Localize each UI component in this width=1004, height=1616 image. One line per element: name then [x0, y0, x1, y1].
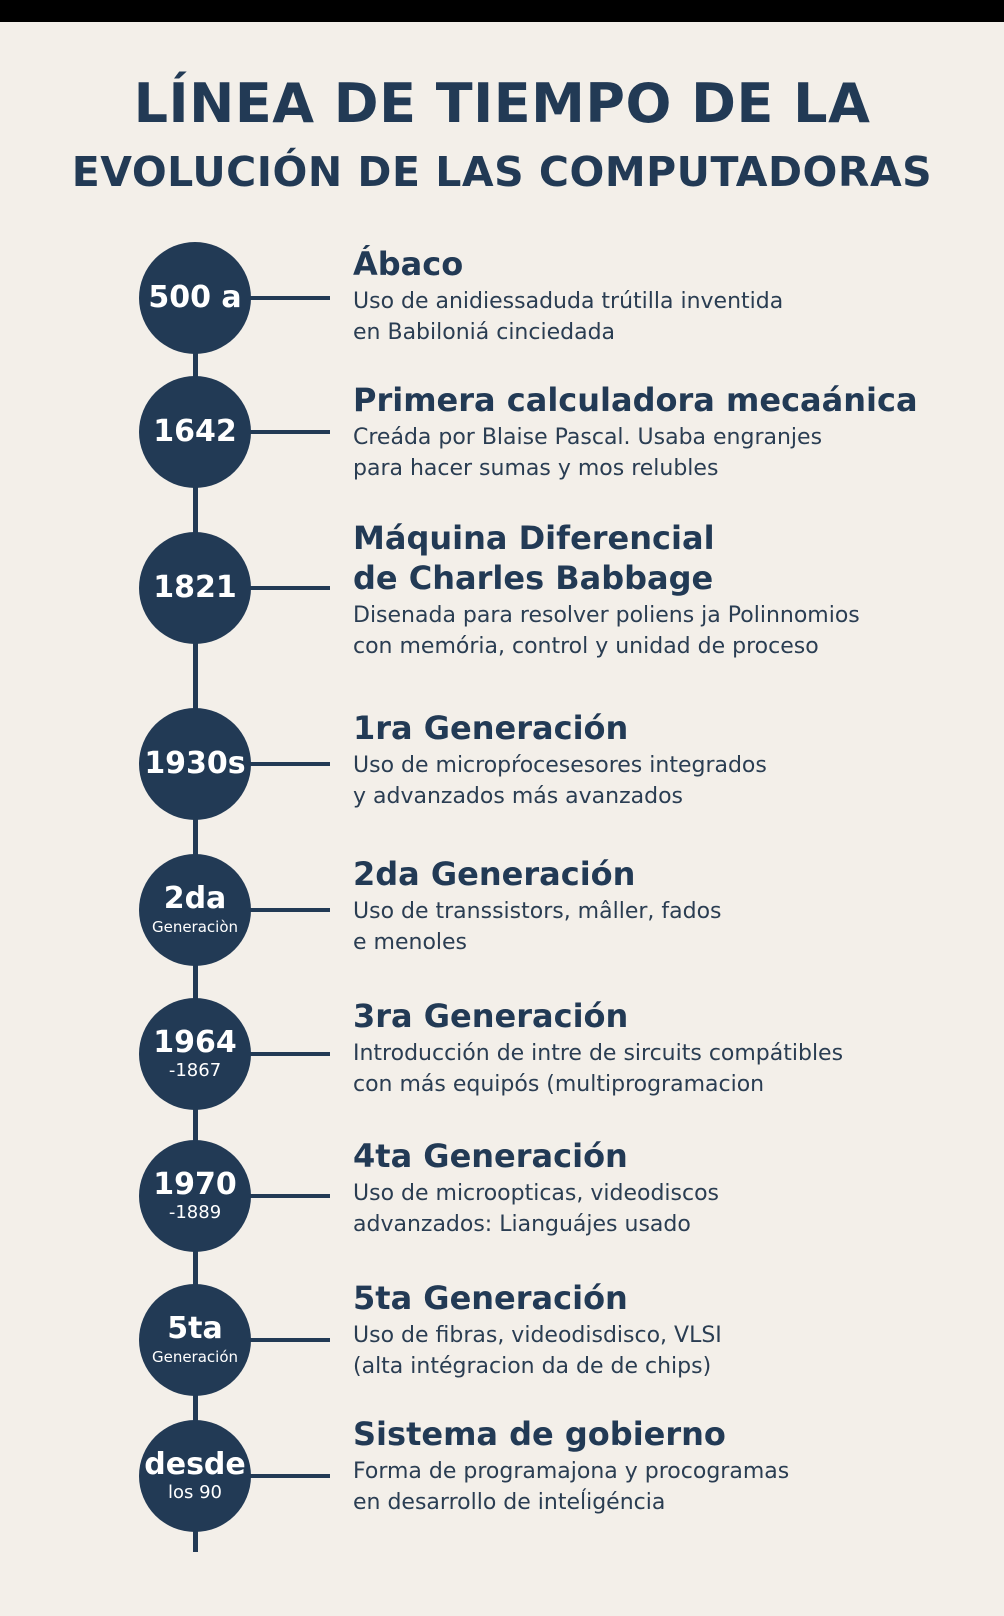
date-label: 500 a	[148, 280, 242, 315]
date-circle: 1930s	[139, 708, 251, 820]
entry-description: Uso de microopticas, videodiscos advanza…	[353, 1178, 993, 1240]
desc-line-2: con memória, control y unidad de proceso	[353, 634, 819, 659]
entry-text: 4ta Generación Uso de microopticas, vide…	[353, 1136, 993, 1240]
date-label: 2da	[163, 881, 227, 916]
entry-description: Introducción de intre de sircuits compát…	[353, 1038, 993, 1100]
connector-line	[250, 1194, 330, 1198]
date-sublabel: Generaciòn	[151, 918, 239, 936]
desc-line-1: Uso de transsistors, mâller, fados	[353, 899, 722, 924]
date-circle: desde los 90	[139, 1420, 251, 1532]
entry-text: Ábaco Uso de anidiessaduda trútilla inve…	[353, 244, 993, 348]
entry-heading: 3ra Generación	[353, 997, 629, 1035]
desc-line-2: (alta intégracion da de de chips)	[353, 1354, 712, 1379]
timeline-entry-1821: 1821 Máquina Diferencial de Charles Babb…	[0, 519, 1004, 692]
desc-line-1: Disenada para resolver poliens ja Polinn…	[353, 603, 860, 628]
timeline-entry-abaco: 500 a Ábaco Uso de anidiessaduda trútill…	[0, 242, 1004, 362]
desc-line-1: Forma de programajona y procogramas	[353, 1459, 790, 1484]
date-label: 1821	[153, 570, 237, 605]
entry-text: 3ra Generación Introducción de intre de …	[353, 996, 993, 1100]
connector-line	[250, 296, 330, 300]
desc-line-2: para hacer sumas y mos relubles	[353, 456, 719, 481]
date-sublabel: -1889	[168, 1202, 222, 1223]
desc-line-1: Uso de microopticas, videodiscos	[353, 1181, 720, 1206]
heading-line-1: Máquina Diferencial	[353, 519, 715, 557]
date-circle: 1821	[139, 532, 251, 644]
entry-text: 1ra Generación Uso de micropŕocesesores …	[353, 708, 993, 812]
connector-line	[250, 1052, 330, 1056]
date-label: 5ta	[167, 1311, 223, 1346]
title-line-2: EVOLUCIÓN DE LAS COMPUTADORAS	[71, 148, 933, 196]
timeline-entry-5ta: 5ta Generación 5ta Generación Uso de fib…	[0, 1279, 1004, 1404]
desc-line-2: en desarrollo de inteĺigéncia	[353, 1490, 666, 1515]
connector-line	[250, 586, 330, 590]
entry-description: Uso de anidiessaduda trútilla inventida …	[353, 286, 993, 348]
desc-line-2: e menoles	[353, 930, 468, 955]
desc-line-2: en Babiloniá cinciedada	[353, 320, 616, 345]
timeline-entry-1964: 1964 -1867 3ra Generación Introducción d…	[0, 996, 1004, 1118]
date-label: 1930s	[144, 746, 246, 781]
infographic-page: LÍNEA DE TIEMPO DE LA EVOLUCIÓN DE LAS C…	[0, 22, 1004, 1616]
connector-line	[250, 908, 330, 912]
date-sublabel: los 90	[167, 1482, 223, 1503]
entry-text: Sistema de gobierno Forma de programajon…	[353, 1414, 993, 1518]
timeline-entry-desde-los-90: desde los 90 Sistema de gobierno Forma d…	[0, 1415, 1004, 1540]
entry-description: Uso de transsistors, mâller, fados e men…	[353, 896, 993, 958]
connector-line	[250, 1338, 330, 1342]
date-label: 1970	[153, 1167, 237, 1202]
date-label: 1642	[153, 414, 237, 449]
entry-description: Disenada para resolver poliens ja Polinn…	[353, 600, 993, 662]
date-circle: 5ta Generación	[139, 1284, 251, 1396]
connector-line	[250, 762, 330, 766]
date-sublabel: Generación	[151, 1348, 239, 1366]
entry-description: Creáda por Blaise Pascal. Usaba engranje…	[353, 422, 993, 484]
date-circle: 1642	[139, 376, 251, 488]
desc-line-1: Uso de micropŕocesesores integrados	[353, 753, 767, 778]
entry-heading: Primera calculadora mecaánica	[353, 381, 918, 419]
entry-description: Uso de fibras, videodisdisco, VLSI (alta…	[353, 1320, 993, 1382]
date-circle: 2da Generaciòn	[139, 854, 251, 966]
entry-heading: Máquina Diferencial de Charles Babbage	[353, 518, 993, 598]
date-label: 1964	[153, 1025, 237, 1060]
date-label: desde	[144, 1447, 246, 1482]
entry-text: 5ta Generación Uso de fibras, videodisdi…	[353, 1278, 993, 1382]
timeline-entry-2da: 2da Generaciòn 2da Generación Uso de tra…	[0, 854, 1004, 974]
entry-heading: 4ta Generación	[353, 1137, 628, 1175]
desc-line-1: Creáda por Blaise Pascal. Usaba engranje…	[353, 425, 823, 450]
timeline-entry-1970: 1970 -1889 4ta Generación Uso de microop…	[0, 1137, 1004, 1260]
date-circle: 1964 -1867	[139, 998, 251, 1110]
entry-heading: Sistema de gobierno	[353, 1415, 726, 1453]
entry-description: Uso de micropŕocesesores integrados y ad…	[353, 750, 993, 812]
entry-heading: 1ra Generación	[353, 709, 629, 747]
desc-line-2: y advanzados más avanzados	[353, 784, 684, 809]
heading-line-2: de Charles Babbage	[353, 559, 714, 597]
desc-line-2: con más equipós (multiprogramacion	[353, 1072, 765, 1097]
timeline-entry-1642: 1642 Primera calculadora mecaánica Creád…	[0, 376, 1004, 496]
entry-text: Primera calculadora mecaánica Creáda por…	[353, 380, 993, 484]
timeline-entry-1930s: 1930s 1ra Generación Uso de micropŕocese…	[0, 708, 1004, 828]
entry-heading: Ábaco	[353, 245, 464, 283]
entry-heading: 5ta Generación	[353, 1279, 628, 1317]
date-sublabel: -1867	[168, 1060, 222, 1081]
entry-text: Máquina Diferencial de Charles Babbage D…	[353, 518, 993, 662]
date-circle: 500 a	[139, 242, 251, 354]
entry-description: Forma de programajona y procogramas en d…	[353, 1456, 993, 1518]
connector-line	[250, 430, 330, 434]
desc-line-1: Introducción de intre de sircuits compát…	[353, 1041, 844, 1066]
date-circle: 1970 -1889	[139, 1140, 251, 1252]
entry-text: 2da Generación Uso de transsistors, mâll…	[353, 854, 993, 958]
desc-line-2: advanzados: Lianguájes usado	[353, 1212, 691, 1237]
title-line-1: LÍNEA DE TIEMPO DE LA	[133, 72, 871, 135]
desc-line-1: Uso de anidiessaduda trútilla inventida	[353, 289, 784, 314]
desc-line-1: Uso de fibras, videodisdisco, VLSI	[353, 1323, 722, 1348]
entry-heading: 2da Generación	[353, 855, 636, 893]
connector-line	[250, 1474, 330, 1478]
